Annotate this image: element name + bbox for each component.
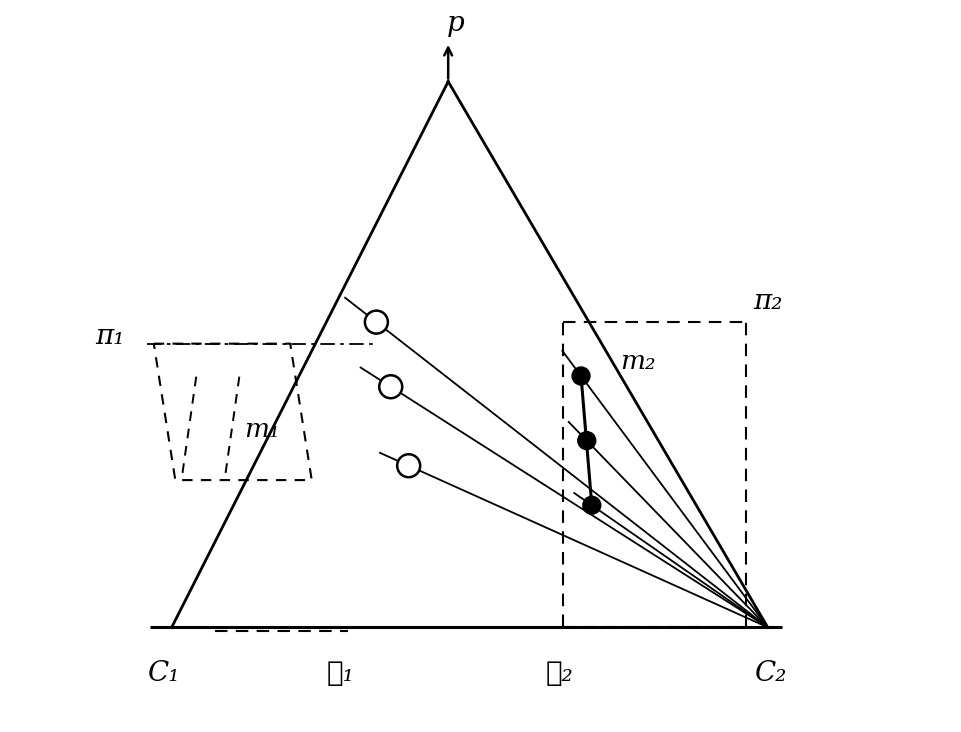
Text: π₂: π₂ — [753, 288, 783, 315]
Circle shape — [365, 310, 388, 334]
Circle shape — [380, 376, 403, 398]
Text: C₁: C₁ — [148, 660, 181, 687]
Text: p: p — [447, 10, 464, 37]
Text: ℓ₂: ℓ₂ — [546, 660, 574, 687]
Text: C₂: C₂ — [755, 660, 787, 687]
Text: ℓ₁: ℓ₁ — [327, 660, 355, 687]
Circle shape — [397, 455, 420, 477]
Circle shape — [583, 496, 601, 514]
Text: m₂: m₂ — [621, 349, 656, 374]
Text: π₁: π₁ — [96, 323, 125, 350]
Text: m₁: m₁ — [244, 417, 280, 442]
Circle shape — [573, 367, 590, 384]
Circle shape — [579, 432, 596, 449]
